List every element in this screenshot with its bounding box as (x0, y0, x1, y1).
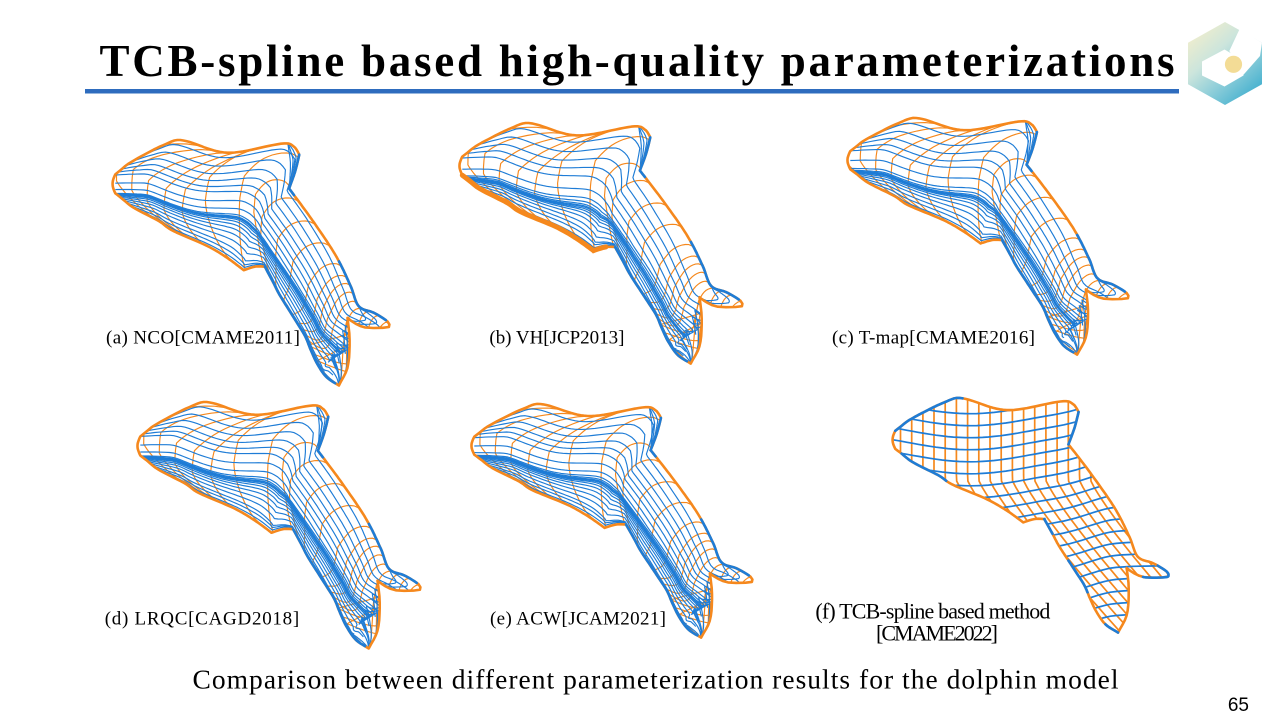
svg-text:65: 65 (1228, 695, 1249, 716)
svg-text:(f) TCB-spline based method: (f) TCB-spline based method (815, 598, 1050, 623)
svg-text:[CMAME2022]: [CMAME2022] (876, 620, 998, 645)
svg-text:TCB-spline based high-quality: TCB-spline based high-quality parameteri… (100, 36, 1175, 86)
svg-text:(e) ACW[JCAM2021]: (e) ACW[JCAM2021] (490, 609, 666, 630)
svg-text:(a) NCO[CMAME2011]: (a) NCO[CMAME2011] (106, 328, 300, 349)
svg-text:Comparison between different p: Comparison between different parameteriz… (193, 664, 1119, 695)
svg-text:(d) LRQC[CAGD2018]: (d) LRQC[CAGD2018] (105, 609, 300, 630)
svg-text:(c) T-map[CMAME2016]: (c) T-map[CMAME2016] (832, 328, 1035, 349)
svg-text:(b) VH[JCP2013]: (b) VH[JCP2013] (489, 328, 624, 349)
